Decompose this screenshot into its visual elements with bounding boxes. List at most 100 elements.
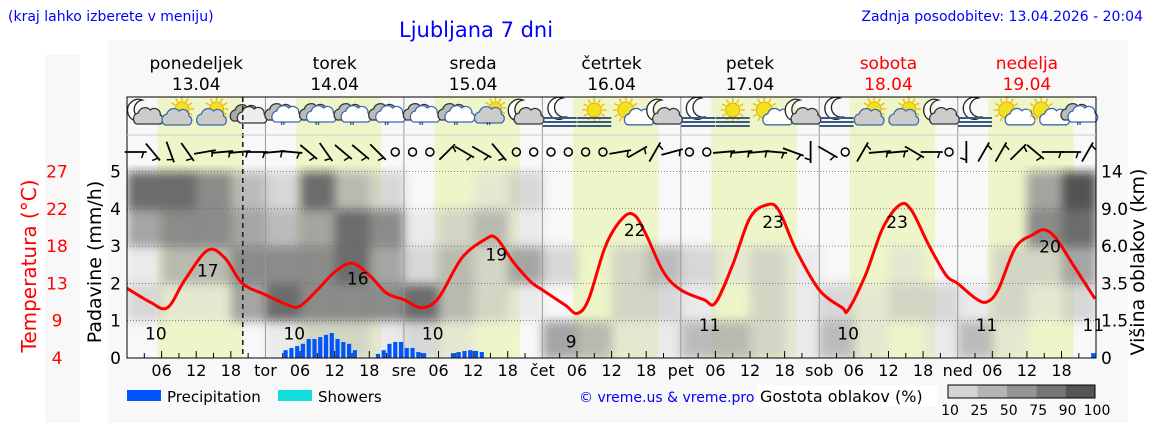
precipitation-bar (416, 352, 421, 358)
cloud-cell (680, 246, 717, 285)
sun-ray (614, 113, 619, 118)
wind-barb-icon (1026, 144, 1045, 162)
cloud-shape (1067, 105, 1099, 123)
temperature-tick-label: 4 (52, 349, 63, 369)
cloud-cell (542, 246, 578, 285)
sun-ray (999, 98, 1003, 103)
sun-ray (188, 102, 193, 106)
wind-feather (498, 157, 505, 162)
temperature-max-label: 22 (624, 221, 646, 241)
wind-feather (626, 150, 629, 157)
y-tick-label: 4 (110, 200, 121, 220)
sun-ray (171, 102, 176, 106)
menu-hint[interactable]: (kraj lahko izberete v meniju) (8, 9, 214, 25)
day-name: ponedeljek (150, 54, 244, 74)
cloud-cell (1061, 171, 1096, 210)
cloud-cell (473, 171, 509, 210)
wind-feather (643, 147, 647, 155)
sun-cloud-icon (853, 97, 887, 126)
x-day-label: tor (254, 361, 277, 380)
cloud-cell (819, 283, 855, 322)
last-updated: Zadnja posodobitev: 13.04.2026 - 20:04 (861, 9, 1143, 25)
wind-calm-icon (425, 147, 435, 157)
cloud-cell (1026, 246, 1063, 285)
sun-ray (898, 102, 903, 106)
precipitation-bar (335, 338, 340, 358)
wind-feather (796, 154, 802, 161)
temperature-tick-label: 9 (52, 312, 63, 332)
credit-link[interactable]: © vreme.us & vreme.pro (579, 390, 754, 406)
cloud-cell (1061, 246, 1096, 285)
wind-barb-icon (454, 145, 475, 161)
sun-ray (721, 103, 727, 107)
temperature-tick-label: 27 (46, 163, 68, 183)
x-tick-label: 18 (1051, 361, 1071, 380)
wind-feather (151, 157, 159, 162)
precipitation-bar (456, 352, 461, 358)
cloud-cell (127, 246, 163, 285)
precipitation-bar (468, 350, 473, 358)
sun-ray (223, 112, 228, 116)
wind-barb-icon (764, 150, 788, 159)
legend-showers-swatch (278, 390, 312, 401)
sun-cloud-icon (161, 97, 194, 126)
cloud-cell (715, 320, 752, 358)
precipitation-bar (375, 353, 381, 358)
wind-barb-icon (280, 150, 303, 159)
x-tick-label: 12 (878, 361, 898, 380)
wind-barb-icon (369, 143, 387, 162)
x-tick-label: 06 (567, 361, 587, 380)
x-tick-label: 12 (601, 361, 621, 380)
cloud-cell (646, 283, 682, 322)
sun-disc (586, 102, 602, 118)
wind-calm-icon (546, 147, 556, 157)
sun-ray (629, 98, 634, 103)
wind-barb-icon (817, 145, 838, 161)
sun-ray (994, 102, 1000, 107)
y-tick-label: 5 (110, 163, 121, 183)
cloud-shape (853, 108, 885, 126)
cloud-cell (784, 320, 821, 358)
legend-precipitation-label: Precipitation (167, 388, 261, 406)
x-tick-label: 18 (774, 361, 794, 380)
sun-ray (618, 98, 623, 103)
precipitation-bar (300, 343, 306, 358)
sun-disc (725, 102, 741, 118)
x-tick-label: 06 (982, 361, 1002, 380)
right-tick-label: 9.0 (1101, 200, 1128, 220)
colorbar-swatch (1036, 385, 1066, 398)
cloud-cell (646, 320, 682, 358)
x-tick-label: 18 (636, 361, 656, 380)
sun-ray (498, 98, 502, 103)
precipitation-bar (329, 333, 334, 358)
cloud-cell (369, 171, 405, 210)
wind-feather (1004, 144, 1010, 151)
sun-ray (1034, 117, 1038, 122)
sun-ray (1010, 98, 1014, 103)
wind-barb-icon (1059, 151, 1082, 159)
precipitation-bar (306, 338, 311, 358)
wind-feather (1058, 151, 1062, 159)
temperature-tick-label: 22 (46, 200, 68, 220)
cloud-cell (300, 246, 336, 285)
precipitation-bar (473, 350, 479, 358)
x-tick-label: 18 (498, 361, 518, 380)
wind-feather (296, 152, 301, 159)
temperature-max-label: 23 (886, 213, 908, 233)
cloud-cell (334, 283, 371, 322)
cloud-cell (196, 208, 232, 248)
wind-feather (764, 151, 768, 158)
wind-feather (987, 144, 993, 151)
x-day-label: ned (943, 361, 973, 380)
right-tick-label: 6.0 (1101, 237, 1128, 257)
x-tick-label: 06 (705, 361, 725, 380)
cloud-cell (127, 208, 163, 248)
sun-ray (915, 102, 920, 106)
colorbar-swatch (1065, 385, 1095, 398)
cloud-cell (196, 246, 232, 285)
cloud-shape (473, 106, 505, 124)
wind-feather (658, 144, 664, 151)
sun-ray (614, 102, 619, 107)
cloud-cell (230, 246, 267, 285)
moon-cloud-icon (922, 98, 960, 125)
